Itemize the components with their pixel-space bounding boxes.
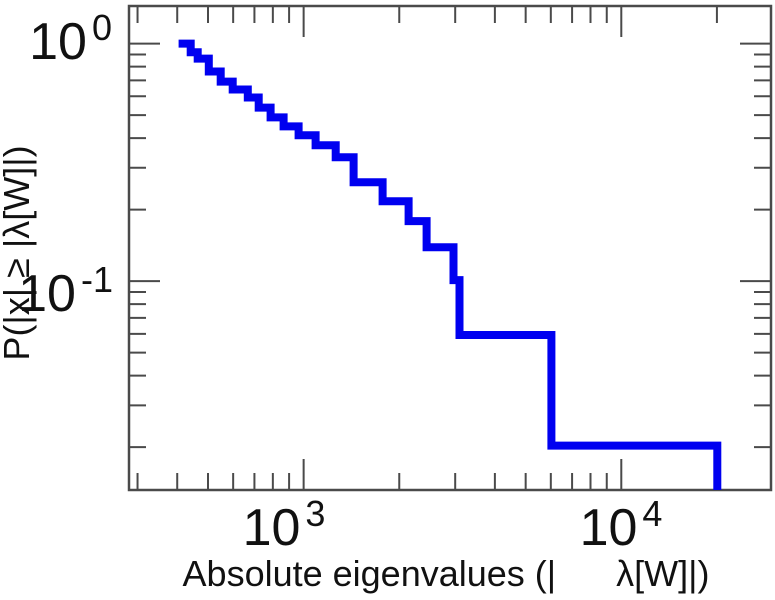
x-tick-2-mantissa: 10 [579,499,638,557]
axis-ticks [129,6,771,490]
x-tick-label-1000: 10 3 [242,496,326,557]
ccdf-step-curve [178,39,722,490]
y-axis-title: P(|x| ≥ |λ[W]|) [0,145,38,361]
y-tick-label-1: 10 0 [29,10,112,71]
y-tick-1-mantissa: 10 [29,13,87,71]
x-tick-1-mantissa: 10 [242,499,301,557]
x-tick-1-exponent: 3 [305,493,326,534]
y-tick-2-exponent: -1 [80,259,113,300]
plot-frame [127,4,773,492]
y-tick-label-0p1: 10 -1 [18,262,113,323]
x-tick-2-exponent: 4 [642,493,663,534]
x-tick-label-10000: 10 4 [579,496,663,557]
y-tick-1-exponent: 0 [91,7,112,48]
x-axis-title: Absolute eigenvalues (| λ[W]|) [182,553,710,594]
y-tick-2-mantissa: 10 [18,265,76,323]
